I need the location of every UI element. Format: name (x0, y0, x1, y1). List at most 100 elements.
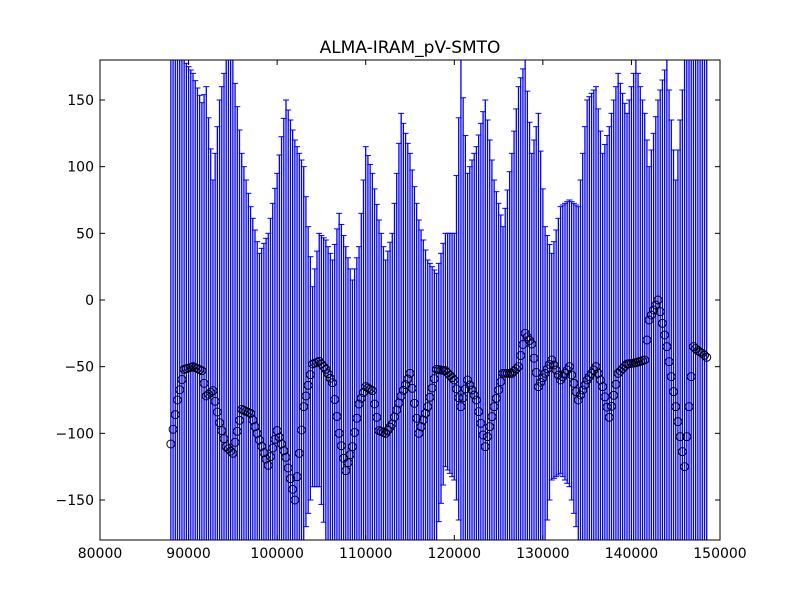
data-point (449, 375, 459, 385)
data-point (602, 402, 612, 412)
errorbar (535, 112, 542, 540)
errorbar (174, 60, 181, 540)
errorbar (380, 246, 387, 540)
data-point (478, 430, 488, 440)
data-point (334, 428, 344, 438)
x-tick-label: 90000 (166, 546, 211, 562)
y-tick-label: 150 (67, 93, 94, 109)
data-point (177, 375, 187, 385)
x-tick-label: 120000 (428, 546, 481, 562)
data-point (290, 495, 300, 505)
data-point (403, 374, 413, 384)
data-point (653, 295, 663, 305)
data-point (498, 368, 508, 378)
data-point (266, 452, 275, 462)
data-point (573, 395, 583, 405)
data-point (505, 368, 515, 378)
data-point (646, 310, 656, 320)
data-point (283, 463, 293, 473)
errorbar (635, 72, 642, 540)
errorbar (203, 86, 210, 540)
errorbar (663, 60, 670, 540)
errorbar (196, 94, 203, 540)
data-point (686, 372, 696, 382)
data-point (669, 387, 678, 397)
data-point (425, 392, 435, 402)
data-point (347, 442, 357, 452)
data-point (673, 417, 683, 427)
data-point (248, 415, 258, 425)
errorbar (327, 252, 334, 540)
data-point (263, 460, 273, 470)
errorbar (245, 192, 252, 540)
errorbar (373, 203, 380, 540)
errorbar (400, 122, 407, 540)
data-point (277, 439, 287, 449)
errorbar (526, 121, 533, 540)
data-point (467, 385, 477, 395)
y-tick-label: −150 (56, 493, 94, 509)
data-point (474, 407, 484, 417)
data-point (595, 375, 605, 385)
data-point (365, 384, 375, 394)
data-point (569, 378, 579, 388)
errorbar (223, 60, 230, 540)
data-point (336, 441, 346, 451)
errorbar (409, 169, 416, 540)
errorbar (170, 60, 177, 540)
errorbar (643, 139, 650, 540)
data-point (325, 373, 335, 383)
errorbar (378, 232, 385, 540)
data-point (702, 352, 712, 362)
errorbar (289, 129, 296, 540)
data-point (651, 300, 661, 310)
errorbar (697, 60, 704, 540)
data-point (409, 398, 419, 408)
errorbar (615, 72, 622, 540)
data-point (321, 364, 331, 374)
errorbar (641, 112, 648, 540)
y-tick-label: 100 (67, 160, 94, 176)
errorbar (484, 119, 491, 540)
errorbar (194, 87, 201, 540)
data-point (496, 377, 506, 387)
errorbar (342, 246, 349, 540)
errorbar (305, 226, 312, 514)
errorbar (172, 60, 179, 540)
data-point (354, 399, 364, 409)
axis-ticks (99, 60, 721, 540)
data-point (593, 368, 603, 378)
data-point (418, 415, 428, 425)
errorbar (639, 99, 646, 540)
errorbar (482, 99, 489, 540)
data-point (230, 437, 240, 447)
errorbar (703, 60, 710, 540)
data-point (385, 422, 395, 432)
errorbar (178, 60, 185, 540)
errorbar (418, 229, 425, 540)
data-point (684, 402, 694, 412)
errorbar (340, 235, 347, 540)
chart-title: ALMA-IRAM_pV-SMTO (320, 38, 501, 58)
data-point (533, 382, 543, 392)
data-point (666, 372, 676, 382)
data-point (549, 360, 559, 370)
data-point (270, 434, 280, 444)
data-point (405, 368, 415, 378)
data-point (272, 426, 282, 436)
data-point (427, 383, 437, 393)
errorbar (431, 269, 438, 540)
data-point (471, 395, 481, 405)
data-point (332, 411, 342, 421)
errorbar (404, 142, 411, 540)
errorbar (371, 188, 378, 540)
data-point (483, 432, 492, 442)
data-point (527, 339, 537, 349)
errorbar (234, 106, 241, 540)
errorbar (185, 66, 192, 540)
data-point (516, 351, 526, 361)
errorbar (167, 60, 174, 540)
data-point (208, 386, 218, 396)
errorbar (247, 206, 254, 540)
x-tick-label: 130000 (516, 546, 569, 562)
